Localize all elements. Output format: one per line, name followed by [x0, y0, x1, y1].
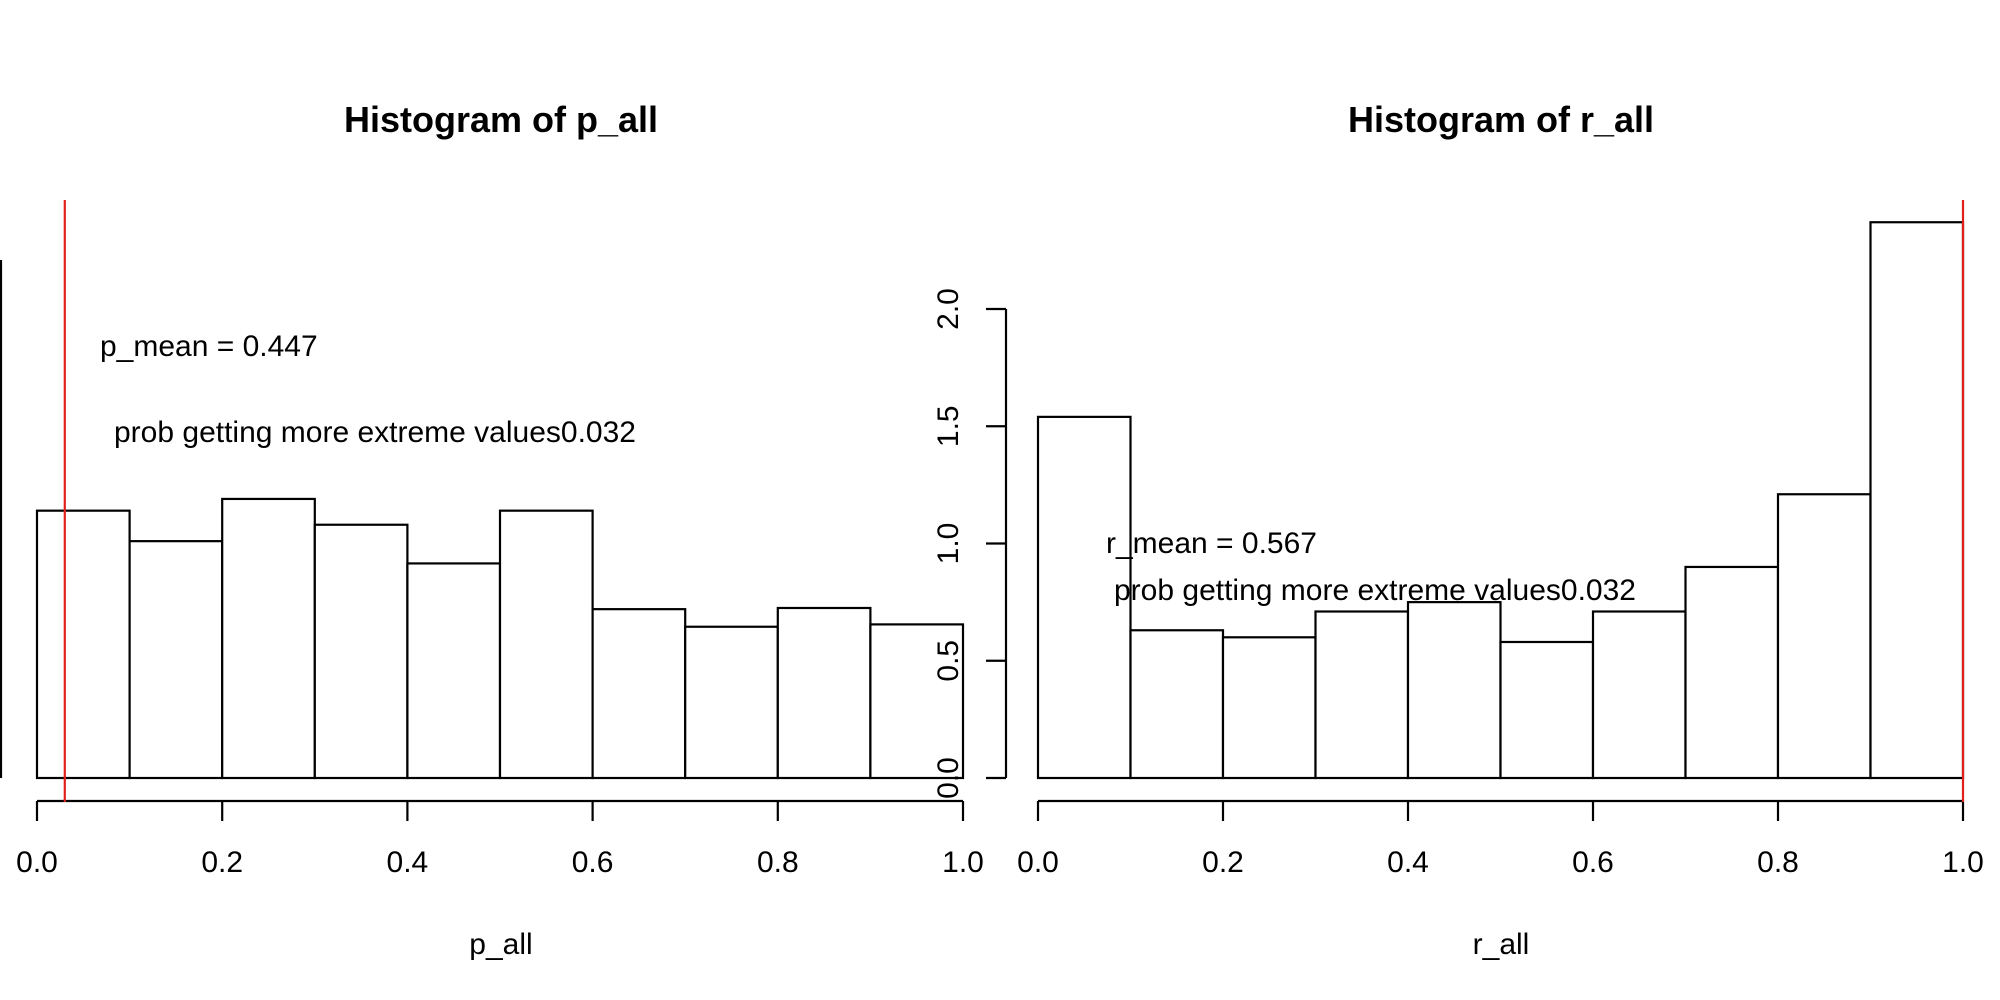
histogram-bar: [776, 606, 872, 780]
histogram-bar: [1314, 610, 1410, 780]
x-tick-label: 0.0: [16, 846, 58, 879]
histogram-bar: [1221, 636, 1317, 780]
histogram-bar: [221, 497, 316, 780]
chart-title-p-all: Histogram of p_all: [344, 99, 658, 140]
x-tick-label: 0.6: [1572, 846, 1614, 879]
chart-title-r-all: Histogram of r_all: [1348, 99, 1654, 140]
histogram-bar: [1499, 640, 1595, 780]
panel-p-all: Histogram of p_all 0.0 0.2 0.4 0.6 0.8 1.0 p_…: [0, 99, 984, 961]
annotation-r-prob-extreme: prob getting more extreme values0.032: [1114, 574, 1636, 607]
y-tick-label: 1.0: [932, 523, 965, 565]
histogram-bar: [869, 623, 965, 780]
y-tick-label: 0.0: [932, 757, 965, 799]
annotation-p-mean: p_mean = 0.447: [100, 330, 318, 363]
panel-r-all: Histogram of r_all 0.00.51.01.52.0 0.0 0.…: [932, 99, 1984, 961]
histogram-bar: [1036, 415, 1132, 780]
x-tick-label: 0.2: [201, 846, 243, 879]
y-tick-label: 0.5: [932, 640, 965, 682]
bars-r-all: [1036, 221, 1965, 780]
x-tick-label: 0.8: [757, 846, 799, 879]
x-tick-label: 1.0: [942, 846, 984, 879]
histogram-bar: [128, 540, 224, 780]
x-axis-label-r-all: r_all: [1473, 928, 1530, 961]
histogram-bar: [406, 562, 502, 780]
x-axis-label-p-all: p_all: [469, 928, 532, 961]
histogram-bar: [35, 509, 131, 780]
y-tick-label: 2.0: [932, 288, 965, 330]
histogram-bar: [1869, 221, 1965, 780]
x-tick-label: 0.8: [1757, 846, 1799, 879]
histogram-bar: [1684, 565, 1780, 780]
x-tick-label: 0.6: [572, 846, 614, 879]
annotation-p-prob-extreme: prob getting more extreme values0.032: [114, 416, 636, 449]
x-tick-label: 1.0: [1942, 846, 1984, 879]
histogram-bar: [313, 523, 409, 780]
histogram-bar: [498, 509, 594, 780]
histogram-bar: [1591, 610, 1687, 780]
bars-p-all: [35, 497, 965, 780]
x-axis-p-all: 0.0 0.2 0.4 0.6 0.8 1.0: [16, 799, 984, 879]
x-tick-label: 0.0: [1017, 846, 1059, 879]
histogram-bar: [1129, 629, 1225, 780]
histogram-bar: [684, 625, 779, 780]
x-tick-label: 0.4: [387, 846, 429, 879]
y-tick-label: 1.5: [932, 405, 965, 447]
x-tick-label: 0.2: [1202, 846, 1244, 879]
histogram-bar: [1406, 601, 1502, 780]
annotation-r-mean: r_mean = 0.567: [1106, 527, 1317, 560]
histogram-bar: [1776, 493, 1872, 780]
x-tick-label: 0.4: [1387, 846, 1429, 879]
y-axis-r-all: 0.0 0.5 1.0 1.5 2.0: [932, 288, 1008, 799]
histogram-bar: [591, 608, 687, 780]
x-axis-r-all: 0.0 0.2 0.4 0.6 0.8 1.0: [1017, 799, 1984, 879]
